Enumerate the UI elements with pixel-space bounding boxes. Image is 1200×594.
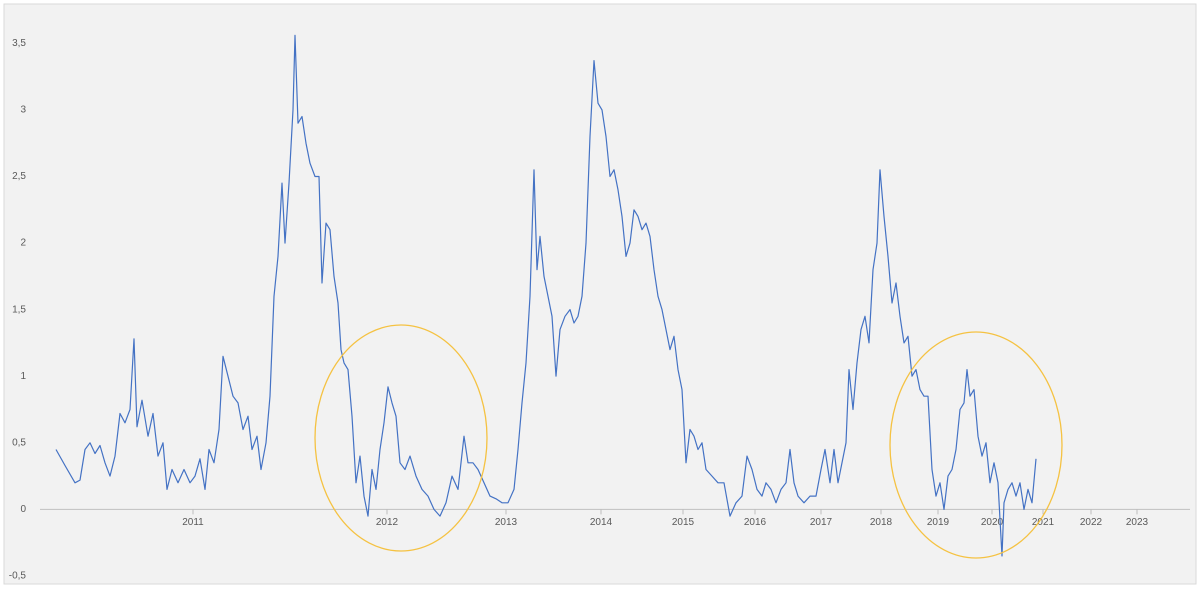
- x-tick-label: 2021: [1032, 517, 1055, 528]
- y-tick-label: 0,5: [12, 437, 26, 448]
- y-tick-label: 3,5: [12, 38, 26, 49]
- x-tick-label: 2019: [927, 517, 950, 528]
- y-tick-label: 0: [20, 504, 26, 515]
- y-tick-label: 3: [20, 105, 26, 116]
- y-tick-label: 1: [20, 371, 26, 382]
- y-tick-label: -0,5: [9, 571, 27, 582]
- x-tick-label: 2023: [1126, 517, 1149, 528]
- y-tick-label: 1,5: [12, 304, 26, 315]
- x-tick-label: 2012: [376, 517, 399, 528]
- y-tick-label: 2: [20, 238, 26, 249]
- x-tick-label: 2018: [870, 517, 893, 528]
- x-tick-label: 2022: [1080, 517, 1103, 528]
- x-tick-label: 2011: [182, 517, 204, 528]
- y-tick-label: 2,5: [12, 171, 26, 182]
- x-tick-label: 2016: [744, 517, 767, 528]
- data-line: [55, 34, 1037, 557]
- highlight-ellipse: [314, 324, 488, 552]
- x-tick-label: 2020: [981, 517, 1004, 528]
- plot-area: [3, 3, 1197, 585]
- highlight-ellipse: [889, 331, 1063, 559]
- x-tick-label: 2014: [590, 517, 613, 528]
- x-tick-label: 2013: [495, 517, 518, 528]
- x-tick-label: 2017: [810, 517, 833, 528]
- x-tick-label: 2015: [672, 517, 695, 528]
